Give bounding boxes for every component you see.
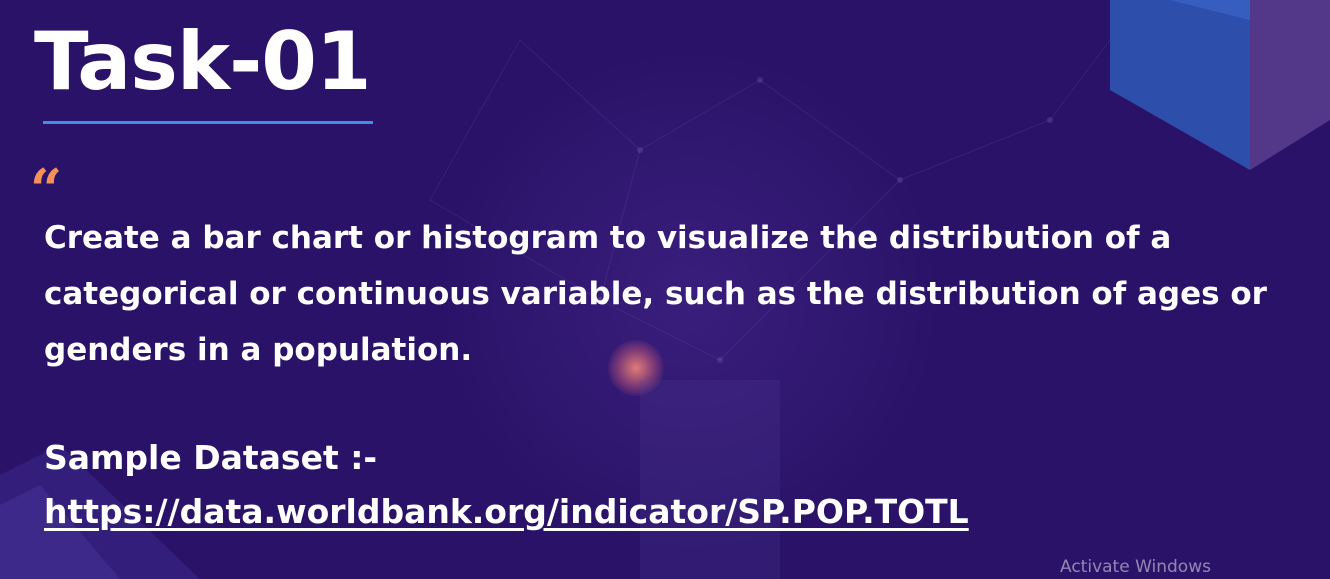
slide-title: Task-01 xyxy=(34,15,372,108)
title-underline xyxy=(43,121,373,124)
opening-quote-icon: “ xyxy=(30,157,63,223)
corner-shape-decoration xyxy=(0,445,200,579)
activate-windows-watermark: Activate Windows xyxy=(1060,557,1211,577)
dataset-link[interactable]: https://data.worldbank.org/indicator/SP.… xyxy=(44,492,969,531)
task-description: Create a bar chart or histogram to visua… xyxy=(44,220,1267,368)
cube-decoration xyxy=(1110,0,1330,170)
dataset-label: Sample Dataset :- xyxy=(44,438,378,477)
